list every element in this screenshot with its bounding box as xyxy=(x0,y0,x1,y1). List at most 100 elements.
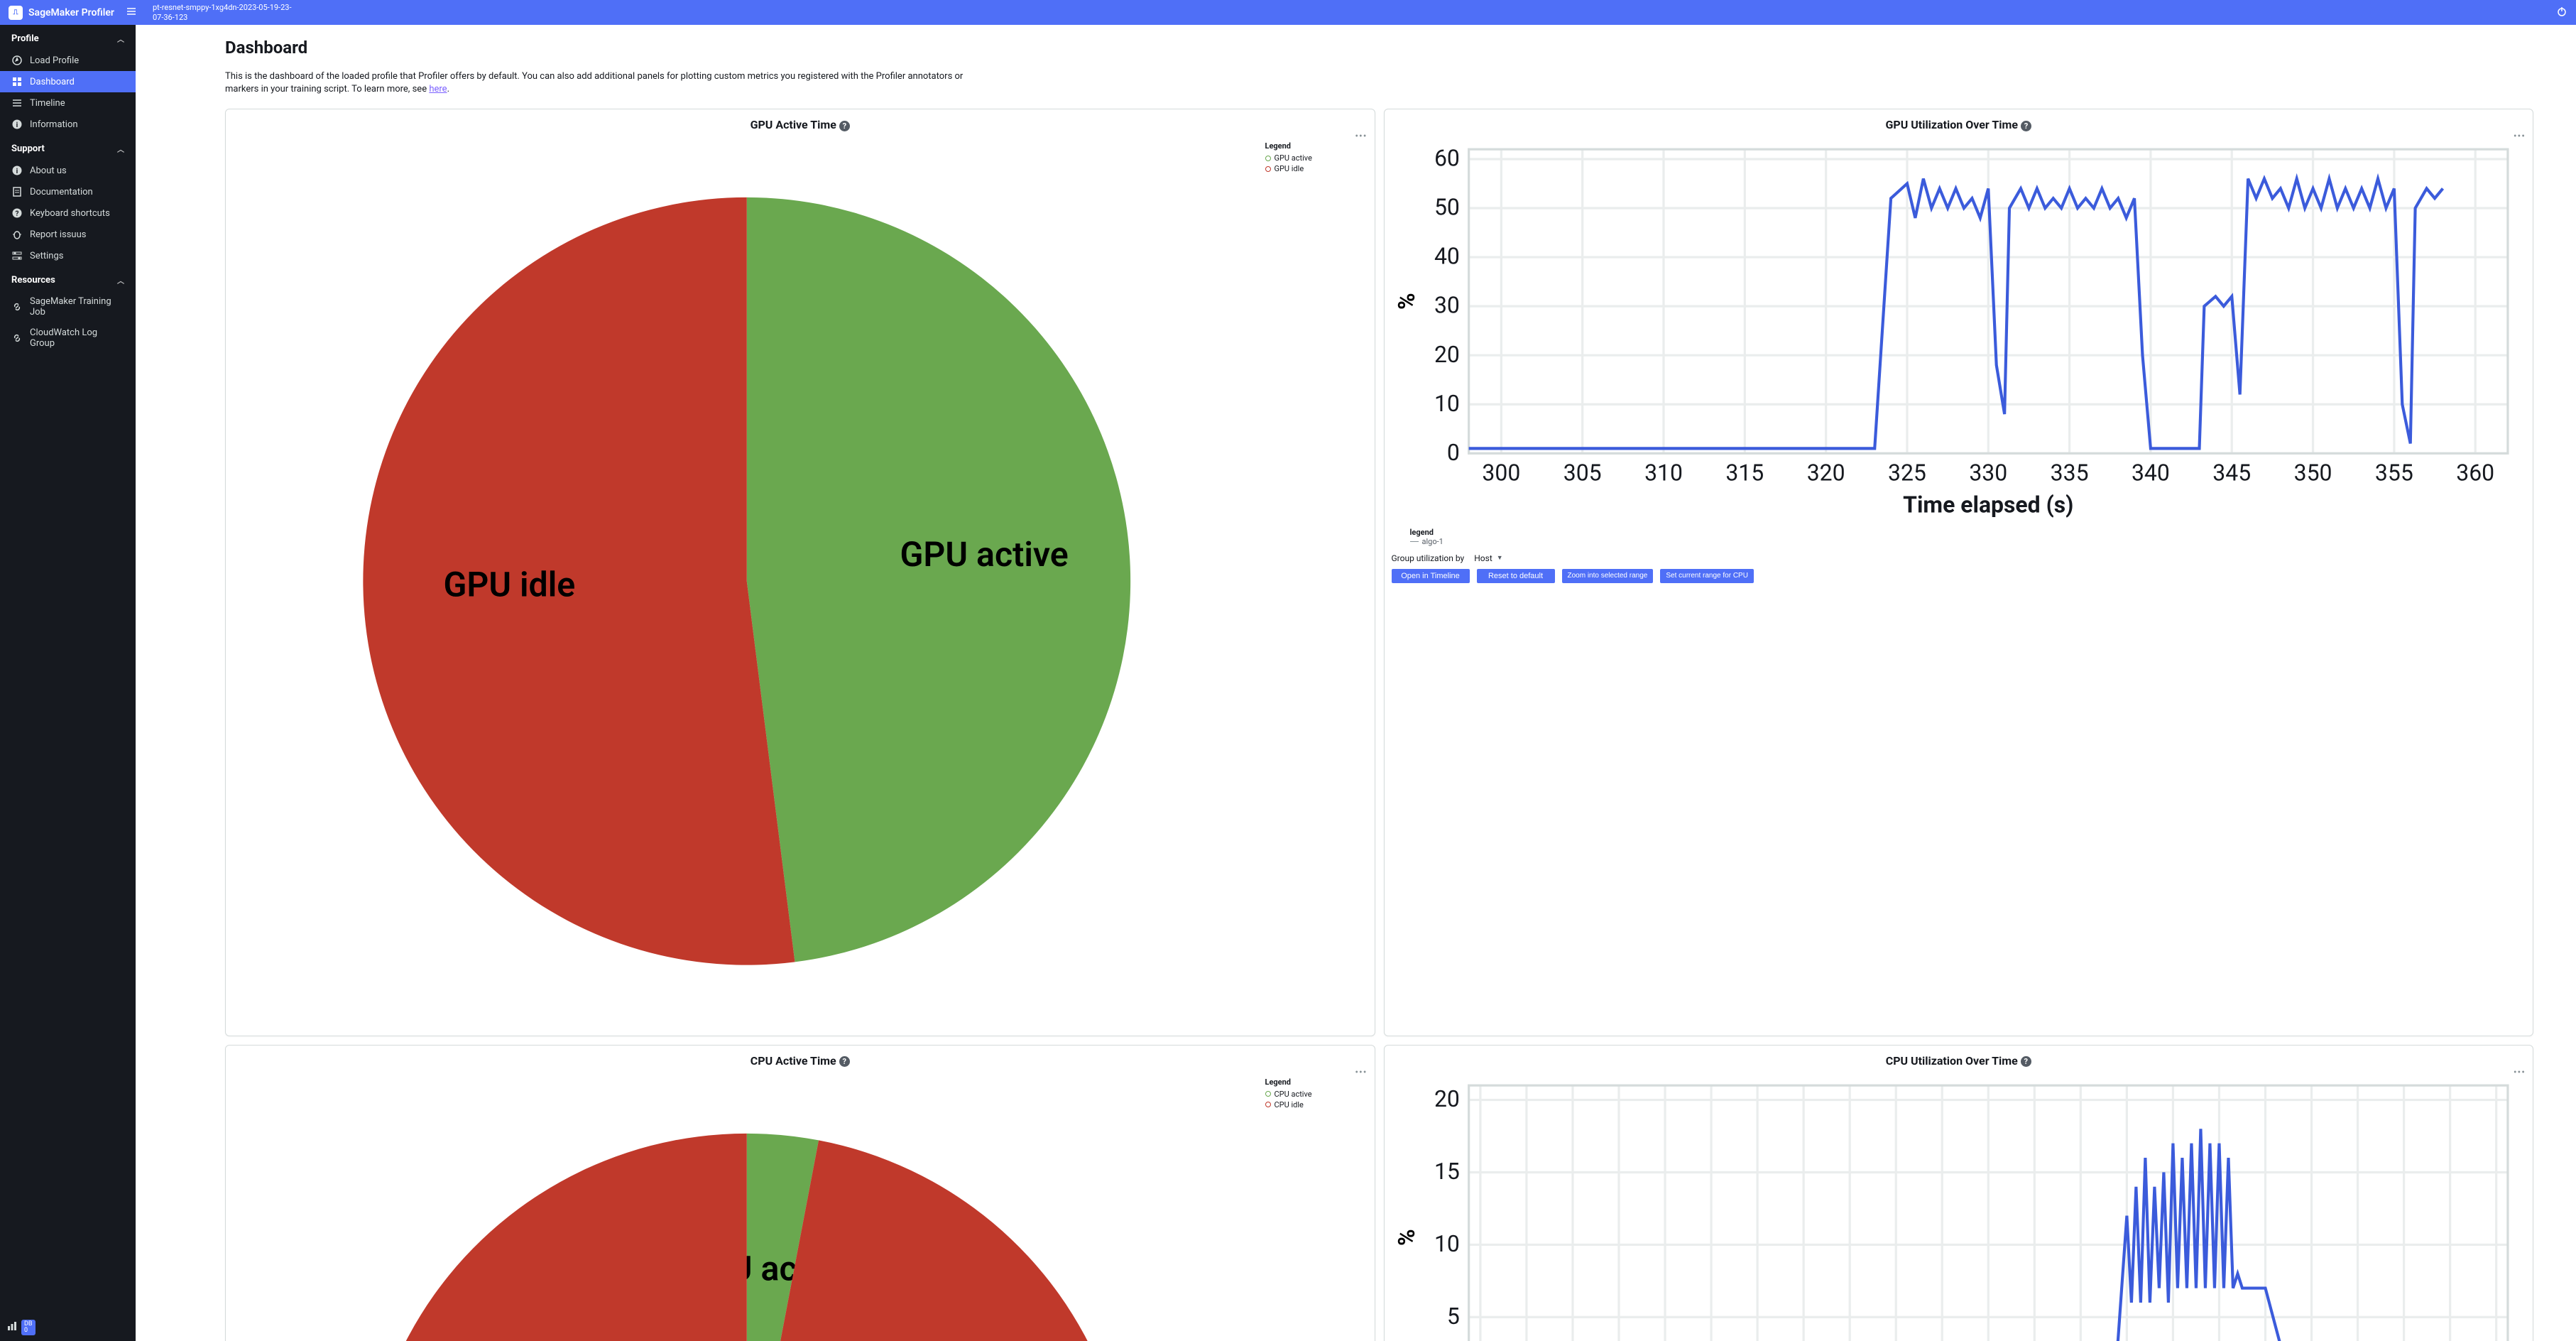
svg-text:20: 20 xyxy=(1434,1085,1459,1112)
cpu-utilization-line-chart: 0510152002040608010012014016018020022024… xyxy=(1392,1072,2526,1341)
sidebar-section-header[interactable]: Support︿ xyxy=(0,135,136,160)
info-icon: i xyxy=(11,165,23,176)
svg-text:340: 340 xyxy=(2131,460,2169,487)
page-description: This is the dashboard of the loaded prof… xyxy=(225,70,971,96)
topbar: ⎍ SageMaker Profiler pt-resnet-smppy-1xg… xyxy=(0,0,2576,25)
chart-icon[interactable] xyxy=(7,1321,17,1334)
sidebar-item-about-us[interactable]: iAbout us xyxy=(0,160,136,181)
svg-text:355: 355 xyxy=(2374,460,2413,487)
gpu-utilization-line-chart: 0102030405060300305310315320325330335340… xyxy=(1392,136,2526,521)
svg-text:i: i xyxy=(16,168,18,175)
sidebar-item-dashboard[interactable]: Dashboard xyxy=(0,71,136,92)
app-logo-icon: ⎍ xyxy=(9,6,23,20)
legend-line-icon xyxy=(1410,541,1419,542)
legend-title: Legend xyxy=(1265,141,1368,151)
svg-text:305: 305 xyxy=(1563,460,1601,487)
open-in-timeline-button[interactable]: Open in Timeline xyxy=(1392,569,1470,583)
job-title: pt-resnet-smppy-1xg4dn-2023-05-19-23-07-… xyxy=(153,3,295,21)
sidebar-section-header[interactable]: Resources︿ xyxy=(0,266,136,291)
gpu-active-pie-chart: GPU activeGPU idle xyxy=(233,136,1261,1027)
panel-menu-icon[interactable]: ••• xyxy=(1355,1067,1367,1078)
help-icon: ? xyxy=(11,207,23,219)
svg-text:?: ? xyxy=(16,210,19,218)
legend-swatch-icon xyxy=(1265,166,1271,172)
dashboard-icon xyxy=(11,76,23,87)
svg-text:345: 345 xyxy=(2212,460,2251,487)
link-icon xyxy=(11,301,23,313)
sidebar-section-header[interactable]: Profile︿ xyxy=(0,25,136,50)
panel-menu-icon[interactable]: ••• xyxy=(2514,131,2526,142)
help-icon[interactable]: ? xyxy=(2021,121,2031,131)
sidebar-item-report-issuus[interactable]: Report issuus xyxy=(0,224,136,245)
chevron-up-icon: ︿ xyxy=(117,275,124,286)
sidebar-item-sagemaker-training-job[interactable]: SageMaker Training Job xyxy=(0,291,136,322)
sidebar-item-documentation[interactable]: Documentation xyxy=(0,181,136,202)
sidebar-item-keyboard-shortcuts[interactable]: ?Keyboard shortcuts xyxy=(0,202,136,224)
svg-text:%: % xyxy=(1392,293,1419,310)
panel-title: CPU Active Time xyxy=(751,1054,836,1068)
svg-text:360: 360 xyxy=(2456,460,2494,487)
svg-text:310: 310 xyxy=(1644,460,1683,487)
chevron-up-icon: ︿ xyxy=(117,143,124,154)
power-icon[interactable] xyxy=(2556,6,2567,20)
panel-title: GPU Utilization Over Time xyxy=(1886,118,2018,131)
svg-text:60: 60 xyxy=(1434,145,1459,172)
svg-text:30: 30 xyxy=(1434,292,1459,319)
svg-text:20: 20 xyxy=(1434,341,1459,368)
link-icon xyxy=(11,332,23,344)
cpu-active-pie-chart: CPU activeCPU idle xyxy=(233,1072,1261,1341)
svg-text:320: 320 xyxy=(1806,460,1845,487)
svg-text:50: 50 xyxy=(1434,194,1459,221)
svg-text:5: 5 xyxy=(1446,1303,1459,1330)
footer-badge: DB 0 xyxy=(21,1320,36,1335)
panel-cpu-active-time: CPU Active Time? ••• CPU activeCPU idle … xyxy=(225,1045,1375,1341)
svg-text:330: 330 xyxy=(1969,460,2007,487)
learn-more-link[interactable]: here xyxy=(429,84,447,94)
svg-text:325: 325 xyxy=(1888,460,1926,487)
panel-menu-icon[interactable]: ••• xyxy=(1355,131,1367,142)
svg-text:300: 300 xyxy=(1482,460,1520,487)
svg-text:0: 0 xyxy=(1446,439,1459,466)
compass-icon xyxy=(11,55,23,66)
legend-item: GPU idle xyxy=(1265,164,1368,173)
svg-text:10: 10 xyxy=(1434,390,1459,417)
chevron-up-icon: ︿ xyxy=(117,33,124,44)
sidebar-item-information[interactable]: iInformation xyxy=(0,114,136,135)
sidebar-item-cloudwatch-log-group[interactable]: CloudWatch Log Group xyxy=(0,322,136,354)
panel-title: GPU Active Time xyxy=(751,118,836,131)
app-title: SageMaker Profiler xyxy=(28,7,114,18)
help-icon[interactable]: ? xyxy=(839,121,850,131)
panel-cpu-utilization: CPU Utilization Over Time? ••• 051015200… xyxy=(1384,1045,2534,1341)
legend-item: CPU idle xyxy=(1265,1100,1368,1109)
panel-title: CPU Utilization Over Time xyxy=(1886,1054,2018,1068)
panel-menu-icon[interactable]: ••• xyxy=(2514,1067,2526,1078)
zoom-into-selected-range-button[interactable]: Zoom into selected range xyxy=(1562,569,1654,583)
legend-item: CPU active xyxy=(1265,1090,1368,1099)
sidebar-item-timeline[interactable]: Timeline xyxy=(0,92,136,114)
sidebar-footer: DB 0 xyxy=(0,1314,136,1341)
settings-icon xyxy=(11,250,23,261)
menu-toggle-icon[interactable] xyxy=(126,6,137,20)
doc-icon xyxy=(11,186,23,197)
legend-swatch-icon xyxy=(1265,1091,1271,1097)
help-icon[interactable]: ? xyxy=(839,1056,850,1067)
svg-text:Time elapsed (s): Time elapsed (s) xyxy=(1903,492,2073,519)
svg-text:40: 40 xyxy=(1434,243,1459,270)
panel-gpu-utilization: GPU Utilization Over Time? ••• 0 10 20 30 40… xyxy=(1384,109,2534,1036)
series-name: algo-1 xyxy=(1422,537,1443,546)
sidebar-item-load-profile[interactable]: Load Profile xyxy=(0,50,136,71)
legend-swatch-icon xyxy=(1265,1102,1271,1107)
sidebar-item-settings[interactable]: Settings xyxy=(0,245,136,266)
info-icon: i xyxy=(11,119,23,130)
legend-title: Legend xyxy=(1265,1077,1368,1087)
svg-text:15: 15 xyxy=(1434,1158,1459,1185)
reset-to-default-button[interactable]: Reset to default xyxy=(1477,569,1555,583)
group-by-select[interactable]: Host ▼ xyxy=(1471,552,1505,565)
page-title: Dashboard xyxy=(225,38,2533,58)
help-icon[interactable]: ? xyxy=(2021,1056,2031,1067)
svg-text:GPU idle: GPU idle xyxy=(443,565,575,605)
svg-text:315: 315 xyxy=(1725,460,1764,487)
set-current-range-for-cpu-button[interactable]: Set current range for CPU xyxy=(1660,569,1754,583)
timeline-icon xyxy=(11,97,23,109)
group-by-label: Group utilization by xyxy=(1392,553,1465,563)
